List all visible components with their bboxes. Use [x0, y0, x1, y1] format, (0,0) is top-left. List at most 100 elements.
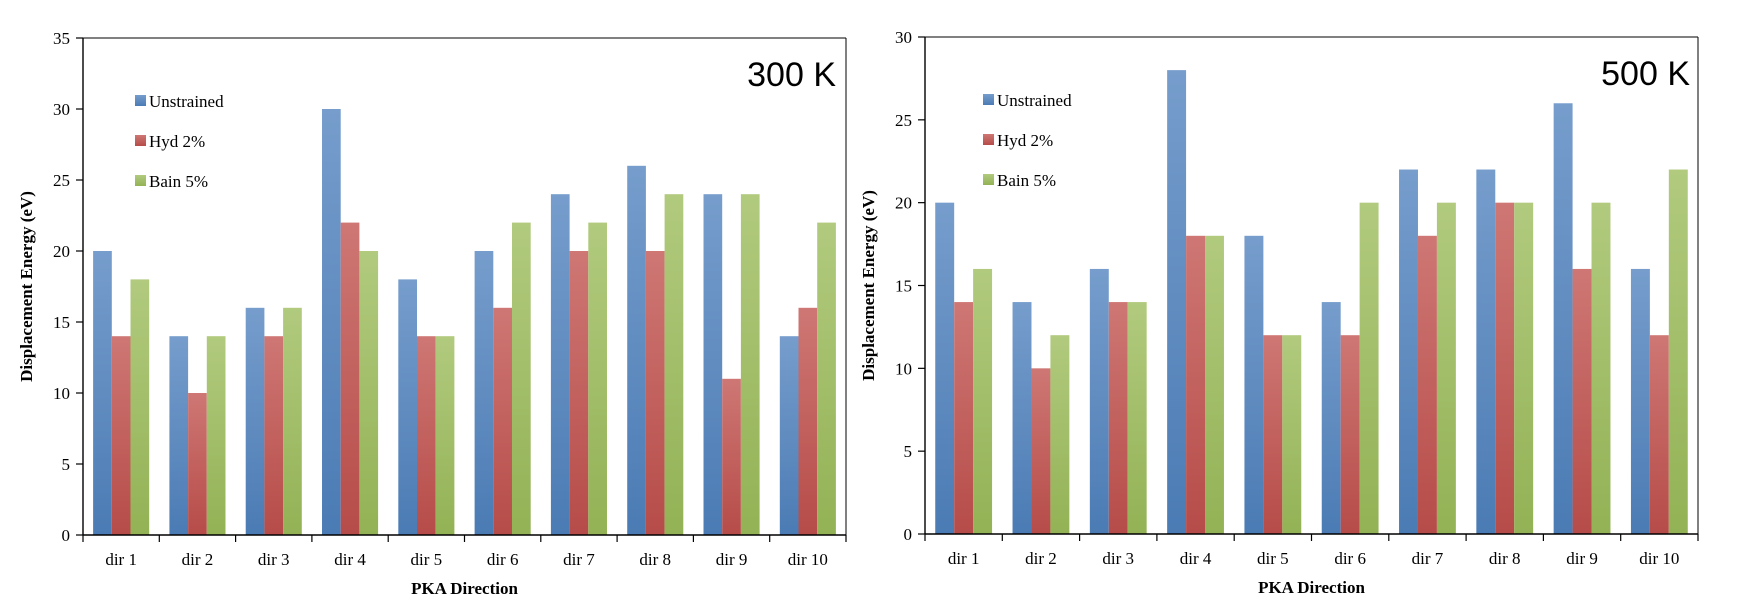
legend-swatch [135, 135, 146, 146]
bar-hyd-2--dir-5 [1263, 335, 1282, 534]
y-tick-label: 15 [895, 277, 912, 296]
x-tick-label: dir 1 [948, 549, 980, 568]
bar-unstrained-dir-5 [398, 279, 417, 535]
legend-label: Unstrained [149, 92, 224, 111]
x-tick-label: dir 4 [334, 550, 366, 569]
legend-swatch [135, 175, 146, 186]
bar-unstrained-dir-4 [322, 109, 341, 535]
bar-bain-5--dir-9 [1592, 203, 1611, 534]
bar-unstrained-dir-1 [93, 251, 112, 535]
bar-unstrained-dir-9 [704, 194, 723, 535]
x-tick-label: dir 8 [639, 550, 671, 569]
x-tick-label: dir 10 [788, 550, 828, 569]
y-tick-label: 20 [53, 242, 70, 261]
bar-unstrained-dir-6 [1322, 302, 1341, 534]
x-tick-label: dir 4 [1180, 549, 1212, 568]
legend-label: Hyd 2% [997, 131, 1053, 150]
bar-bain-5--dir-5 [1282, 335, 1301, 534]
bar-unstrained-dir-4 [1167, 70, 1186, 534]
y-tick-label: 25 [895, 111, 912, 130]
x-tick-label: dir 9 [1566, 549, 1598, 568]
bar-bain-5--dir-1 [131, 279, 150, 535]
bar-hyd-2--dir-9 [1573, 269, 1592, 534]
bar-hyd-2--dir-4 [1186, 236, 1205, 534]
legend-label: Unstrained [997, 91, 1072, 110]
legend-swatch [983, 94, 994, 105]
bar-hyd-2--dir-9 [722, 379, 741, 535]
x-tick-label: dir 5 [411, 550, 443, 569]
bar-unstrained-dir-1 [935, 203, 954, 534]
x-tick-label: dir 7 [1412, 549, 1444, 568]
bar-unstrained-dir-5 [1244, 236, 1263, 534]
bar-unstrained-dir-2 [169, 336, 188, 535]
bar-bain-5--dir-8 [665, 194, 684, 535]
bar-hyd-2--dir-5 [417, 336, 436, 535]
y-tick-label: 15 [53, 313, 70, 332]
x-tick-label: dir 3 [258, 550, 290, 569]
bar-hyd-2--dir-8 [1495, 203, 1514, 534]
y-axis-title: Displacement Energy (eV) [859, 190, 878, 381]
y-tick-label: 0 [62, 526, 71, 545]
chart-title: 500 K [1601, 55, 1690, 93]
x-tick-label: dir 2 [182, 550, 214, 569]
bar-unstrained-dir-8 [1476, 170, 1495, 534]
bar-unstrained-dir-2 [1013, 302, 1032, 534]
bar-unstrained-dir-3 [246, 308, 265, 535]
x-tick-label: dir 6 [1334, 549, 1366, 568]
bar-unstrained-dir-6 [475, 251, 494, 535]
x-tick-label: dir 10 [1639, 549, 1679, 568]
bar-unstrained-dir-8 [627, 166, 646, 535]
legend-swatch [983, 134, 994, 145]
bar-hyd-2--dir-4 [341, 223, 360, 535]
bar-hyd-2--dir-1 [112, 336, 131, 535]
bar-hyd-2--dir-6 [1341, 335, 1360, 534]
bar-hyd-2--dir-3 [264, 336, 283, 535]
x-tick-label: dir 3 [1102, 549, 1134, 568]
bar-bain-5--dir-6 [1360, 203, 1379, 534]
x-axis-title: PKA Direction [1258, 578, 1365, 597]
legend-label: Hyd 2% [149, 132, 205, 151]
y-axis-title: Displacement Energy (eV) [17, 191, 36, 382]
y-tick-label: 0 [904, 525, 913, 544]
legend-label: Bain 5% [997, 171, 1056, 190]
x-tick-label: dir 7 [563, 550, 595, 569]
legend-swatch [983, 174, 994, 185]
legend-swatch [135, 95, 146, 106]
bar-bain-5--dir-2 [207, 336, 226, 535]
x-tick-label: dir 1 [105, 550, 137, 569]
bar-hyd-2--dir-10 [1650, 335, 1669, 534]
bar-hyd-2--dir-10 [799, 308, 818, 535]
bar-unstrained-dir-7 [1399, 170, 1418, 534]
chart-300k: 0 5 10 15 20 25 30 35 dir 1 dir 2 dir 3 dir 4 dir 5 d… [17, 29, 846, 598]
bar-bain-5--dir-7 [1437, 203, 1456, 534]
bar-unstrained-dir-3 [1090, 269, 1109, 534]
bar-bain-5--dir-6 [512, 223, 531, 535]
y-tick-label: 10 [53, 384, 70, 403]
y-tick-label: 30 [53, 100, 70, 119]
bar-bain-5--dir-3 [1128, 302, 1147, 534]
x-tick-label: dir 2 [1025, 549, 1057, 568]
bar-unstrained-dir-10 [780, 336, 799, 535]
bar-hyd-2--dir-2 [1031, 368, 1050, 534]
bar-hyd-2--dir-2 [188, 393, 207, 535]
x-tick-label: dir 9 [716, 550, 748, 569]
bar-bain-5--dir-4 [359, 251, 378, 535]
bar-hyd-2--dir-3 [1109, 302, 1128, 534]
chart-title: 300 K [747, 56, 836, 94]
bar-hyd-2--dir-1 [954, 302, 973, 534]
bar-hyd-2--dir-6 [493, 308, 512, 535]
bar-bain-5--dir-3 [283, 308, 302, 535]
bar-hyd-2--dir-7 [1418, 236, 1437, 534]
bar-unstrained-dir-10 [1631, 269, 1650, 534]
bar-bain-5--dir-8 [1514, 203, 1533, 534]
bar-bain-5--dir-10 [817, 223, 836, 535]
chart-500k: 0 5 10 15 20 25 30 dir 1 dir 2 dir 3 dir 4 dir 5 dir… [859, 28, 1698, 597]
y-tick-label: 25 [53, 171, 70, 190]
y-tick-label: 5 [904, 442, 913, 461]
y-tick-label: 35 [53, 29, 70, 48]
x-tick-label: dir 6 [487, 550, 519, 569]
bar-bain-5--dir-5 [436, 336, 455, 535]
x-tick-label: dir 8 [1489, 549, 1521, 568]
bar-bain-5--dir-7 [588, 223, 607, 535]
bar-bain-5--dir-1 [973, 269, 992, 534]
